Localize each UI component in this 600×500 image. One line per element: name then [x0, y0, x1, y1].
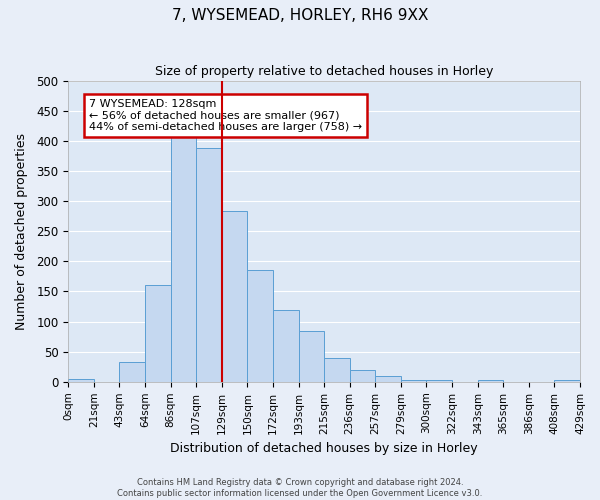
- Text: 7, WYSEMEAD, HORLEY, RH6 9XX: 7, WYSEMEAD, HORLEY, RH6 9XX: [172, 8, 428, 22]
- Bar: [247, 270, 273, 382]
- Bar: [196, 148, 222, 382]
- Bar: [350, 370, 376, 382]
- Bar: [170, 136, 196, 382]
- Bar: [324, 358, 350, 382]
- Bar: [68, 379, 94, 382]
- Text: Contains HM Land Registry data © Crown copyright and database right 2024.
Contai: Contains HM Land Registry data © Crown c…: [118, 478, 482, 498]
- Text: 7 WYSEMEAD: 128sqm
← 56% of detached houses are smaller (967)
44% of semi-detach: 7 WYSEMEAD: 128sqm ← 56% of detached hou…: [89, 98, 362, 132]
- Bar: [273, 310, 299, 382]
- Bar: [376, 376, 401, 382]
- Bar: [145, 286, 170, 382]
- Bar: [427, 380, 452, 382]
- Bar: [554, 380, 580, 382]
- Bar: [119, 362, 145, 382]
- Y-axis label: Number of detached properties: Number of detached properties: [15, 132, 28, 330]
- X-axis label: Distribution of detached houses by size in Horley: Distribution of detached houses by size …: [170, 442, 478, 455]
- Bar: [478, 380, 503, 382]
- Bar: [401, 380, 427, 382]
- Title: Size of property relative to detached houses in Horley: Size of property relative to detached ho…: [155, 65, 493, 78]
- Bar: [299, 330, 324, 382]
- Bar: [222, 212, 247, 382]
